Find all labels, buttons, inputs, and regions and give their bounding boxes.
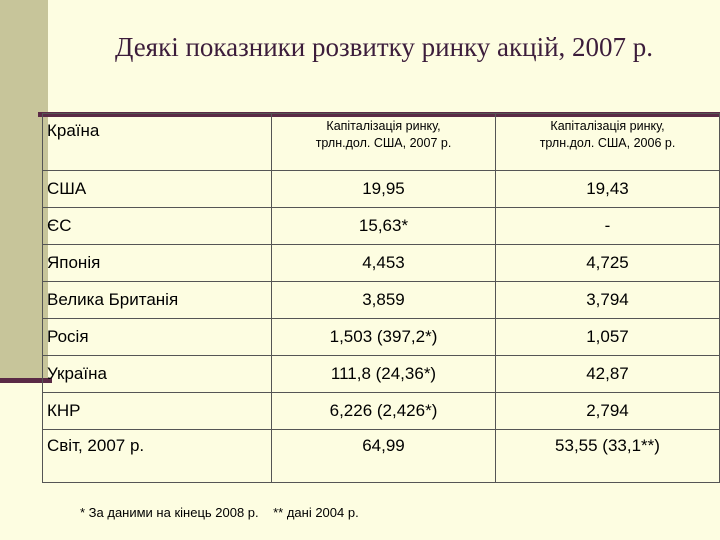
table-row: Велика Британія 3,859 3,794: [42, 281, 720, 319]
cell-cap-2007: 4,453: [271, 244, 496, 282]
cell-cap-2006: 53,55 (33,1**): [495, 429, 720, 483]
table-row: США 19,95 19,43: [42, 170, 720, 208]
cell-cap-2006: 3,794: [495, 281, 720, 319]
cell-cap-2007: 3,859: [271, 281, 496, 319]
header-cap-2007: Капіталізація ринку, трлн.дол. США, 2007…: [271, 113, 496, 171]
header-cap-2006-line2: трлн.дол. США, 2006 р.: [539, 135, 676, 150]
decorative-side-stripe: [0, 0, 48, 380]
table-row: Україна 111,8 (24,36*) 42,87: [42, 355, 720, 393]
cell-country: Росія: [42, 318, 272, 356]
cell-cap-2007: 6,226 (2,426*): [271, 392, 496, 430]
cell-country: Японія: [42, 244, 272, 282]
table-row: ЄС 15,63* -: [42, 207, 720, 245]
cell-cap-2007: 111,8 (24,36*): [271, 355, 496, 393]
cell-country: Світ, 2007 р.: [42, 429, 272, 483]
cell-country: ЄС: [42, 207, 272, 245]
decorative-side-rule: [0, 378, 52, 383]
cell-country: Україна: [42, 355, 272, 393]
cell-cap-2006: 1,057: [495, 318, 720, 356]
cell-cap-2006: 42,87: [495, 355, 720, 393]
header-cap-2007-line1: Капіталізація ринку,: [326, 119, 441, 133]
cell-cap-2007: 64,99: [271, 429, 496, 483]
slide-title: Деякі показники розвитку ринку акцій, 20…: [114, 32, 654, 62]
table-header-row: Країна Капіталізація ринку, трлн.дол. СШ…: [42, 113, 720, 171]
header-country: Країна: [42, 113, 272, 171]
table-row: Росія 1,503 (397,2*) 1,057: [42, 318, 720, 356]
header-cap-2007-line2: трлн.дол. США, 2007 р.: [315, 135, 452, 150]
cell-cap-2007: 19,95: [271, 170, 496, 208]
cell-cap-2006: 19,43: [495, 170, 720, 208]
footnote: * За даними на кінець 2008 р. ** дані 20…: [80, 505, 359, 520]
market-cap-table: Країна Капіталізація ринку, трлн.дол. СШ…: [42, 113, 720, 483]
table-row: КНР 6,226 (2,426*) 2,794: [42, 392, 720, 430]
table-row: Світ, 2007 р. 64,99 53,55 (33,1**): [42, 429, 720, 483]
cell-cap-2006: 2,794: [495, 392, 720, 430]
header-cap-2006-line1: Капіталізація ринку,: [550, 119, 665, 133]
table-row: Японія 4,453 4,725: [42, 244, 720, 282]
header-cap-2006: Капіталізація ринку, трлн.дол. США, 2006…: [495, 113, 720, 171]
cell-country: США: [42, 170, 272, 208]
cell-country: Велика Британія: [42, 281, 272, 319]
cell-cap-2006: 4,725: [495, 244, 720, 282]
cell-cap-2007: 1,503 (397,2*): [271, 318, 496, 356]
cell-country: КНР: [42, 392, 272, 430]
cell-cap-2007: 15,63*: [271, 207, 496, 245]
cell-cap-2006: -: [495, 207, 720, 245]
